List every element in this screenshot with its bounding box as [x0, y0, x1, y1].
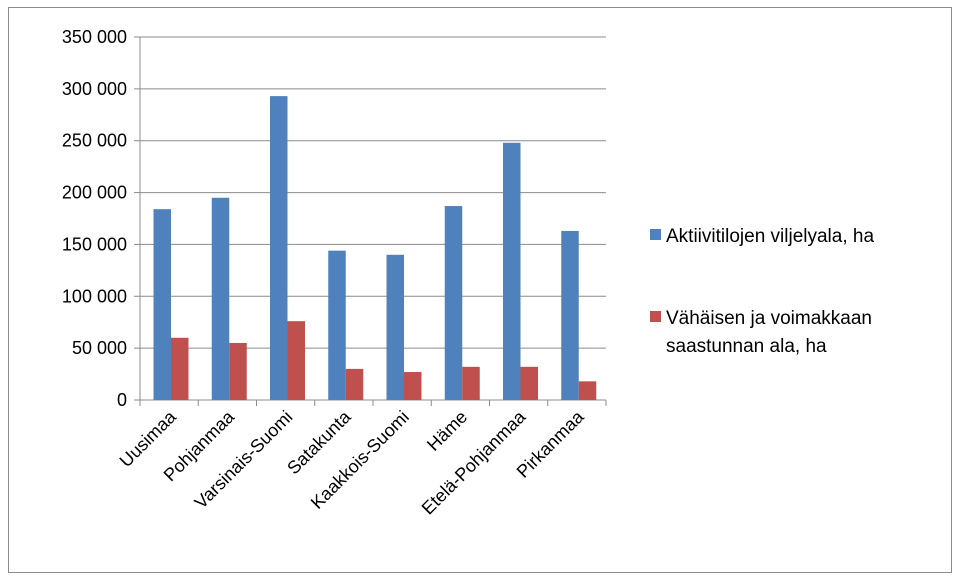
bar-aktiivitilojen-viljelyala — [270, 96, 288, 401]
bar-saastunnan-ala — [345, 368, 364, 400]
bar-saastunnan-ala — [462, 366, 480, 400]
y-tick-label: 150 000 — [62, 234, 127, 254]
bar-aktiivitilojen-viljelyala — [444, 206, 463, 400]
legend-label: Aktiivitilojen viljelyala, ha — [666, 226, 874, 247]
bar-saastunnan-ala — [404, 371, 422, 400]
x-tick-label: Kaakkois-Suomi — [307, 407, 413, 513]
y-tick-label: 100 000 — [62, 286, 127, 306]
y-tick-label: 200 000 — [62, 183, 127, 203]
chart-container: 0 50 000 100 000 150 000 200 000 250 000 300 0… — [8, 7, 952, 573]
bar-saastunnan-ala — [287, 321, 305, 400]
y-tick-label: 0 — [117, 390, 127, 410]
legend-label: Vähäisen ja voimakkaan — [666, 308, 872, 329]
bar-aktiivitilojen-viljelyala — [153, 209, 171, 400]
bar-chart: 0 50 000 100 000 150 000 200 000 250 000 300 0… — [62, 27, 875, 518]
legend-label: saastunnan ala, ha — [666, 336, 827, 357]
bar-saastunnan-ala — [578, 381, 597, 400]
bar-aktiivitilojen-viljelyala — [386, 254, 404, 400]
y-tick-label: 50 000 — [72, 338, 127, 358]
bar-aktiivitilojen-viljelyala — [211, 197, 230, 400]
y-tick-label: 250 000 — [62, 131, 127, 151]
y-tick-label: 350 000 — [62, 27, 127, 47]
x-tick-label: Etelä-Pohjanmaa — [418, 406, 530, 518]
bar-saastunnan-ala — [229, 342, 247, 400]
bar-aktiivitilojen-viljelyala — [561, 230, 579, 400]
legend-swatch-aktiivitilojen — [650, 229, 661, 240]
bar-aktiivitilojen-viljelyala — [503, 142, 521, 400]
bar-saastunnan-ala — [520, 366, 538, 400]
legend-swatch-saastunnan — [650, 311, 661, 322]
x-tick-label: Häme — [423, 407, 471, 455]
x-tick-label: Varsinais-Suomi — [191, 407, 297, 513]
y-tick-label: 300 000 — [62, 79, 127, 99]
bar-saastunnan-ala — [171, 337, 189, 400]
bar-aktiivitilojen-viljelyala — [328, 250, 346, 400]
